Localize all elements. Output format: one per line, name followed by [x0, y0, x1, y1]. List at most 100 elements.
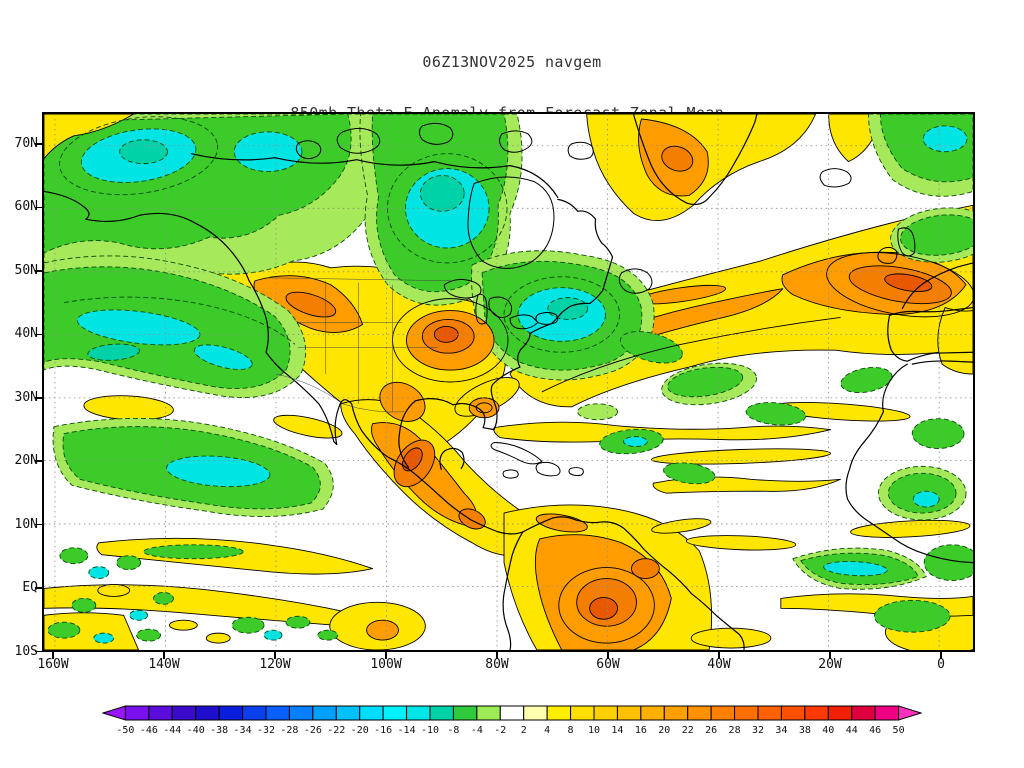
- colorbar-segment: [499, 705, 525, 721]
- colorbar-tick-label: -44: [163, 725, 181, 736]
- lon-axis-label: 40W: [707, 657, 731, 672]
- colorbar-tick-label: 14: [611, 725, 623, 736]
- colorbar-tick-label: -16: [374, 725, 392, 736]
- colorbar-segment: [687, 705, 712, 721]
- colorbar-segment: [195, 705, 220, 721]
- colorbar-segment: [171, 705, 197, 721]
- lat-axis-label: EQ: [22, 580, 38, 596]
- colorbar-tick-label: 46: [869, 725, 881, 736]
- lat-axis-label: 10S: [14, 643, 38, 659]
- lon-axis-label: 140W: [148, 657, 180, 672]
- colorbar-tick-label: 10: [588, 725, 600, 736]
- colorbar-segment: [335, 705, 361, 721]
- lon-axis-tick: [496, 652, 498, 659]
- colorbar-tick-label: 40: [822, 725, 834, 736]
- colorbar-segment: [429, 705, 454, 721]
- lon-axis-tick: [52, 652, 54, 659]
- lon-axis-label: 60W: [596, 657, 620, 672]
- colorbar-segment: [218, 705, 244, 721]
- colorbar-tick-label: 50: [893, 725, 905, 736]
- colorbar-tick-label: -32: [257, 725, 275, 736]
- colorbar-segment: [757, 705, 782, 721]
- colorbar-tick-label: -10: [421, 725, 439, 736]
- colorbar-segment: [710, 705, 736, 721]
- colorbar-tick-label: 38: [799, 725, 811, 736]
- lon-axis-tick: [829, 652, 831, 659]
- lon-axis-tick: [163, 652, 165, 659]
- colorbar-segment: [593, 705, 618, 721]
- colorbar-tick-label: -46: [140, 725, 158, 736]
- colorbar-segment: [288, 705, 314, 721]
- lat-axis-tick: [35, 587, 42, 589]
- lat-axis-tick: [35, 206, 42, 209]
- lat-axis-label: 10N: [14, 516, 38, 532]
- lat-axis-tick: [35, 143, 42, 145]
- colorbar-segment: [242, 705, 267, 721]
- coastline-group: [44, 114, 973, 650]
- lat-axis-label: 40N: [14, 326, 38, 342]
- colorbar-tick-label: -20: [351, 725, 369, 736]
- colorbar-segment: [780, 705, 806, 721]
- colorbar-tick-label: -34: [234, 725, 252, 736]
- lat-axis-tick: [35, 333, 42, 336]
- lon-axis-label: 160W: [37, 657, 69, 672]
- colorbar-segment: [406, 705, 431, 721]
- colorbar-segment: [265, 705, 290, 721]
- colorbar-tick-label: 4: [544, 725, 550, 736]
- colorbar-tick-label: 20: [658, 725, 670, 736]
- lat-axis-label: 70N: [14, 136, 38, 151]
- colorbar-tick-label: 16: [635, 725, 647, 736]
- colorbar-segment: [734, 705, 759, 721]
- lon-axis-tick: [940, 652, 942, 659]
- anomaly-map-graphic: [44, 114, 973, 650]
- lon-axis-label: 20W: [818, 657, 842, 672]
- colorbar-tick-label: 26: [705, 725, 717, 736]
- colorbar-segment: [523, 705, 548, 721]
- colorbar-tick-label: 44: [846, 725, 858, 736]
- colorbar-segment: [382, 705, 408, 721]
- colorbar-segment: [546, 705, 572, 721]
- lon-axis-tick: [607, 652, 609, 659]
- colorbar-segment: [476, 705, 501, 721]
- colorbar: -50 -46 -44 -40 -38 -34 -32 -28 -26 -22 -20 -16 -14-…: [101, 705, 923, 747]
- colorbar-tick-label: -2: [494, 725, 506, 736]
- colorbar-tick-label: 32: [752, 725, 764, 736]
- lat-axis-tick: [35, 523, 42, 526]
- colorbar-segment: [148, 705, 173, 721]
- colorbar-graphic: -50 -46 -44 -40 -38 -34 -32 -28 -26 -22 -20 -16 -14-…: [101, 705, 923, 736]
- colorbar-tick-label: 28: [729, 725, 741, 736]
- lon-axis-label: 120W: [259, 657, 291, 672]
- map-plot-area: [42, 112, 975, 652]
- colorbar-tick-label: -50: [116, 725, 134, 736]
- warm-overlay-shading-group: [44, 114, 500, 419]
- colorbar-segment: [570, 705, 595, 721]
- lon-axis-label: 0: [937, 657, 945, 672]
- title-line-1: 06Z13NOV2025 navgem: [422, 53, 602, 71]
- colorbar-segment: [663, 705, 689, 721]
- lat-axis-label: 20N: [14, 453, 38, 469]
- lat-axis-tick: [35, 397, 42, 399]
- colorbar-tick-label: -26: [304, 725, 322, 736]
- lon-axis-tick: [274, 652, 276, 659]
- colorbar-tick-label: -4: [471, 725, 483, 736]
- colorbar-tick-label: -38: [210, 725, 228, 736]
- lat-axis-label: 30N: [14, 389, 38, 405]
- colorbar-tick-label: 2: [521, 725, 527, 736]
- colorbar-segment: [124, 705, 150, 721]
- lon-axis-tick: [385, 652, 387, 659]
- lat-axis-tick: [35, 460, 42, 462]
- colorbar-left-arrow: [101, 705, 126, 721]
- lat-axis-label: 60N: [14, 199, 38, 215]
- lon-axis-tick: [718, 652, 720, 659]
- colorbar-segment: [452, 705, 478, 721]
- lon-axis-label: 80W: [485, 657, 509, 672]
- colorbar-segment: [312, 705, 337, 721]
- lon-axis-label: 100W: [370, 657, 402, 672]
- colorbar-segment: [874, 705, 900, 721]
- colorbar-segment: [827, 705, 853, 721]
- colorbar-tick-label: -40: [187, 725, 205, 736]
- lat-axis-tick: [35, 650, 42, 653]
- colorbar-segment: [640, 705, 665, 721]
- graticule-group: [44, 114, 973, 650]
